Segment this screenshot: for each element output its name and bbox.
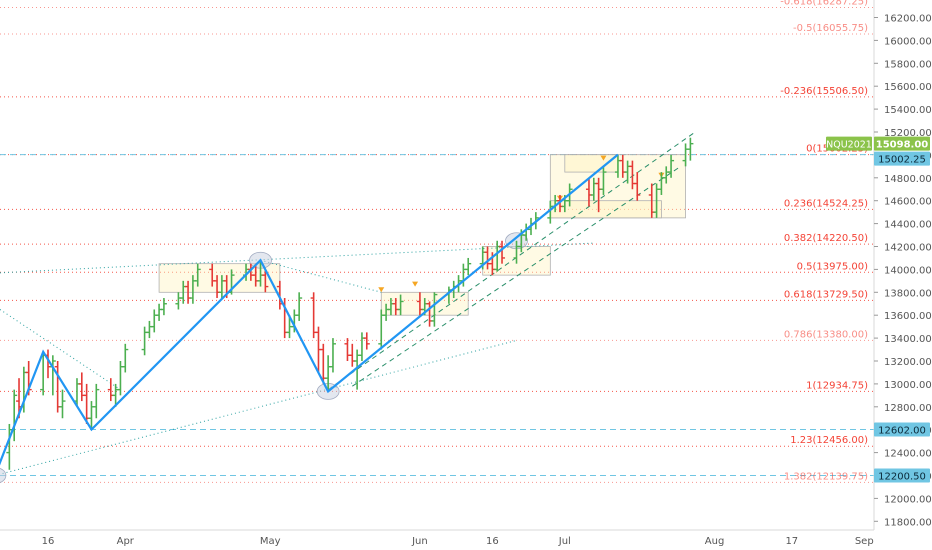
zone-box [549,200,662,219]
time-tick-label: Jul [558,536,571,547]
price-tick-label: 13800.00 [884,288,932,299]
ohlc-bar [262,269,269,293]
fib-level-label: -0.618(16287.25) [780,0,868,8]
trend-line [352,165,682,387]
ohlc-bar [329,338,336,373]
price-tick-label: 12800.00 [884,403,932,414]
price-tick-label: 15400.00 [884,105,932,116]
ohlc-bar [59,389,66,419]
fib-retracement[interactable] [0,7,874,483]
ohlc-bar [465,257,472,276]
trend-line [260,259,382,293]
time-axis-ticks: 16 Apr May Jun 16 Jul Aug 17 Sep [42,536,874,547]
time-tick-label: 16 [42,536,55,547]
time-tick-label: Aug [705,536,725,547]
price-tick-label: 13000.00 [884,380,932,391]
ohlc-bar [397,294,404,316]
signal-marker [600,155,607,161]
price-tick-label: 12400.00 [884,449,932,460]
price-tick-label: 12000.00 [884,494,932,505]
price-bars [6,137,694,470]
fib-level-label: -0.5(16055.75) [793,23,868,34]
price-badge-label: 15002.25 [878,155,926,166]
ohlc-bar [160,298,167,316]
ohlc-bar [93,383,100,419]
fib-level-label: 1(12934.75) [806,380,868,391]
ohlc-bar [600,166,607,195]
ohlc-bar [122,343,129,373]
time-tick-label: 16 [486,536,499,547]
symbol-badge [826,136,872,151]
price-tick-label: 14600.00 [884,197,932,208]
price-tick-label: 11800.00 [884,517,932,528]
price-tick-label: 15800.00 [884,59,932,70]
ohlc-bar [499,240,506,264]
price-badge [874,468,930,483]
fib-level-label: -0.236(15506.50) [780,86,868,97]
price-axis[interactable] [874,0,932,530]
ohlc-bar [687,137,694,161]
price-tick-label: 13600.00 [884,311,932,322]
price-badge-label: 12602.00 [878,425,926,436]
price-tick-label: 16200.00 [884,14,932,25]
fib-level-label: 0.382(14220.50) [784,233,868,244]
fib-level-label: 0.618(13729.50) [784,289,868,300]
time-tick-label: Apr [117,536,135,547]
price-tick-label: 15200.00 [884,128,932,139]
ohlc-bar [296,292,303,321]
fib-level-label: 0.786(13380.00) [784,329,868,340]
fib-level-label: 0.236(14524.25) [784,198,868,209]
ohlc-bar [668,154,675,178]
ohlc-bar [194,263,201,287]
ohlc-bar [363,332,370,350]
price-tick-label: 14800.00 [884,174,932,185]
pivot-marker [0,467,7,484]
price-tick-label: 15600.00 [884,82,932,93]
ohlc-bar [634,172,641,201]
signal-marker [378,287,385,293]
zone-box [564,154,619,173]
zigzag-line[interactable] [0,153,619,476]
price-badge [874,151,930,166]
trend-line [0,309,121,391]
trend-line [327,131,696,391]
price-tick-label: 14200.00 [884,243,932,254]
price-badge [874,422,930,437]
time-tick-label: 17 [785,536,798,547]
time-tick-label: Jun [411,536,428,547]
fib-level-label: 1.382(12139.75) [784,471,868,482]
fib-level-label: 1.23(12456.00) [790,435,868,446]
time-tick-label: May [260,536,281,547]
zigzag-polyline [0,153,619,466]
price-tick-label: 16000.00 [884,36,932,47]
time-axis[interactable] [0,530,874,550]
price-tick-label: 13200.00 [884,357,932,368]
signal-marker [412,281,419,287]
price-badge [874,136,930,151]
price-badge-label: 12200.50 [878,471,926,482]
time-tick-label: Sep [855,536,874,547]
price-badges: 15098.00 15002.25 12602.00 12200.50 NQU2021 [826,136,930,483]
symbol-label: NQU2021 [826,140,872,151]
fib-level-label: 0.5(13975.00) [797,261,869,272]
price-badge-label: 15098.00 [876,140,929,151]
price-tick-label: 14000.00 [884,265,932,276]
ohlc-bar [431,292,438,327]
price-tick-label: 14400.00 [884,220,932,231]
price-tick-label: 13400.00 [884,334,932,345]
